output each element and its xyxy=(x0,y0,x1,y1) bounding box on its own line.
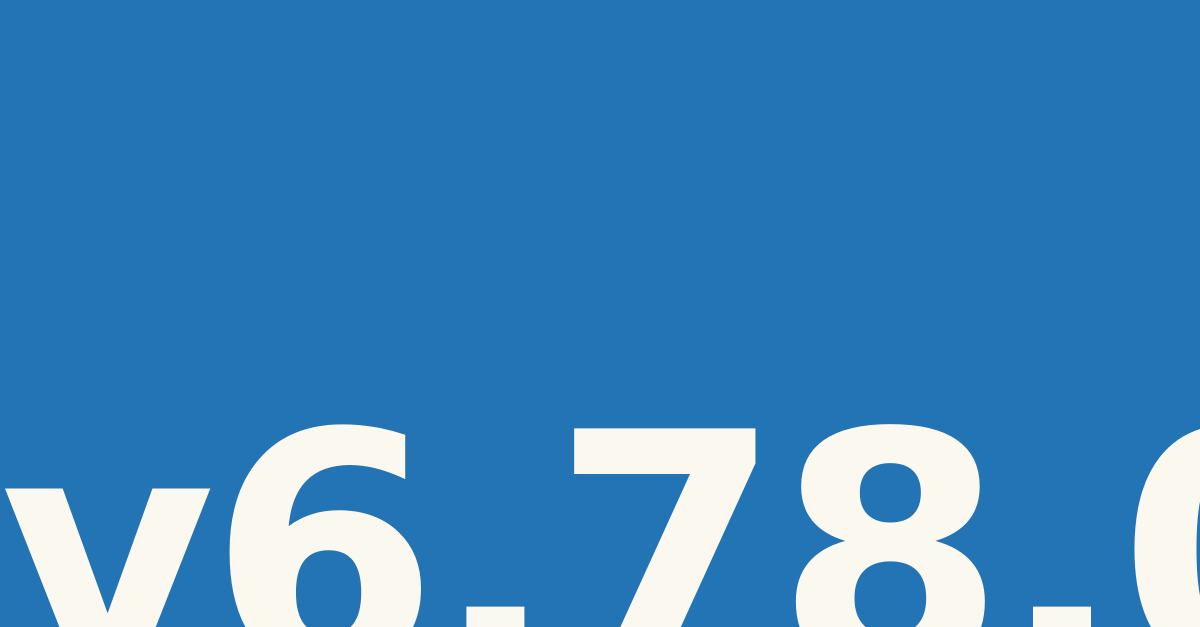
version-number: v6.78.0 xyxy=(0,363,1200,627)
